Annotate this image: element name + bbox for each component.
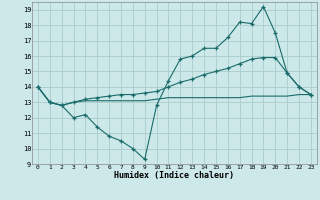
X-axis label: Humidex (Indice chaleur): Humidex (Indice chaleur) [115, 171, 234, 180]
